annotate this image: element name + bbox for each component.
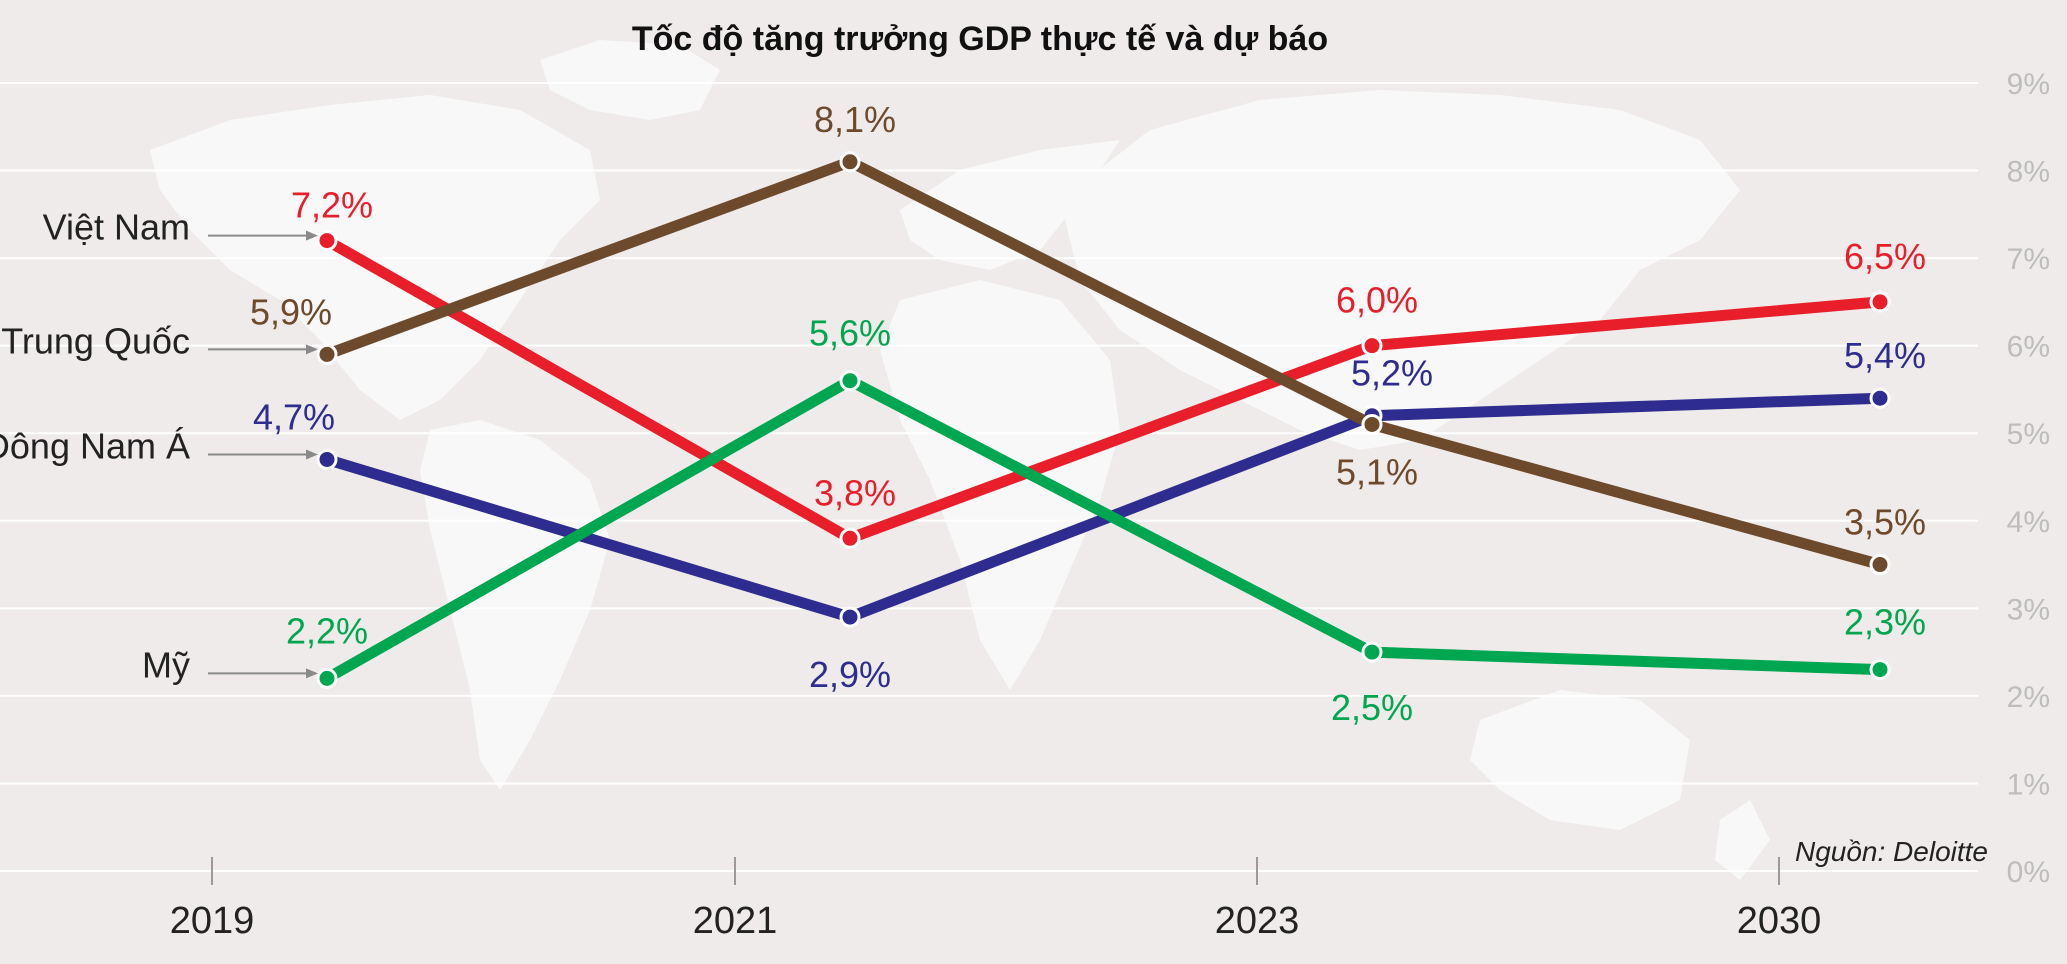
y-tick-label: 5% <box>2007 418 2050 451</box>
data-label: 5,2% <box>1351 353 1433 394</box>
data-label: 6,0% <box>1336 280 1418 321</box>
data-point <box>1869 554 1891 576</box>
arrow-head-icon <box>306 668 318 679</box>
series-line <box>321 375 1886 684</box>
data-point <box>1869 291 1891 313</box>
data-point <box>839 527 861 549</box>
data-point <box>839 606 861 628</box>
y-tick-label: 3% <box>2007 593 2050 626</box>
data-label: 4,7% <box>253 396 335 437</box>
data-label: 5,6% <box>809 313 891 354</box>
source-note: Nguồn: Deloitte <box>1795 836 1988 867</box>
x-tick-label: 2021 <box>693 900 778 942</box>
series-lines <box>316 151 1891 689</box>
data-label: 6,5% <box>1844 236 1926 277</box>
data-label: 5,4% <box>1844 335 1926 376</box>
y-tick-label: 4% <box>2007 506 2050 539</box>
x-axis-ticks: 2019 2021 2023 2030 <box>170 857 1822 942</box>
data-point <box>316 343 338 365</box>
series-line <box>321 235 1886 544</box>
data-labels: 7,2% 3,8% 6,0% 6,5% 5,9% 8,1% 5,1% 3,5% 4,7% 2,9%… <box>250 99 1926 728</box>
data-point <box>316 230 338 252</box>
series-name-labels: Việt Nam Trung Quốc Đông Nam Á Mỹ <box>0 207 318 685</box>
data-point <box>316 667 338 689</box>
data-label: 8,1% <box>814 99 896 140</box>
y-tick-label: 1% <box>2007 768 2050 801</box>
y-tick-label: 9% <box>2007 68 2050 101</box>
y-axis-ticks: 0% 1% 2% 3% 4% 5% 6% 7% 8% 9% <box>2007 68 2050 889</box>
data-point <box>1869 387 1891 409</box>
x-tick-label: 2030 <box>1737 900 1822 942</box>
data-label: 2,9% <box>809 654 891 695</box>
x-tick-label: 2023 <box>1215 900 1300 942</box>
y-tick-label: 8% <box>2007 156 2050 189</box>
series-line <box>321 156 1886 571</box>
data-label: 7,2% <box>291 185 373 226</box>
series-name-label: Đông Nam Á <box>0 425 190 466</box>
world-map-background <box>150 40 1770 880</box>
data-label: 2,5% <box>1331 687 1413 728</box>
series-name-label: Mỹ <box>142 644 190 685</box>
arrow-head-icon <box>306 230 318 241</box>
arrow-head-icon <box>306 449 318 460</box>
data-label: 2,3% <box>1844 602 1926 643</box>
data-point <box>839 370 861 392</box>
data-label: 5,1% <box>1336 451 1418 492</box>
data-point <box>839 151 861 173</box>
data-label: 2,2% <box>286 610 368 651</box>
data-label: 3,5% <box>1844 502 1926 543</box>
arrow-head-icon <box>306 344 318 355</box>
y-tick-label: 0% <box>2007 856 2050 889</box>
data-point <box>1361 335 1383 357</box>
y-tick-label: 2% <box>2007 681 2050 714</box>
y-tick-label: 6% <box>2007 331 2050 364</box>
data-point <box>1361 641 1383 663</box>
series-name-label: Trung Quốc <box>1 320 190 361</box>
y-tick-label: 7% <box>2007 243 2050 276</box>
data-point <box>1869 659 1891 681</box>
chart-title: Tốc độ tăng trưởng GDP thực tế và dự báo <box>632 20 1328 58</box>
data-point <box>1361 413 1383 435</box>
data-label: 5,9% <box>250 291 332 332</box>
data-label: 3,8% <box>814 472 896 513</box>
data-point <box>316 448 338 470</box>
series-name-label: Việt Nam <box>43 207 190 248</box>
x-tick-label: 2019 <box>170 900 255 942</box>
